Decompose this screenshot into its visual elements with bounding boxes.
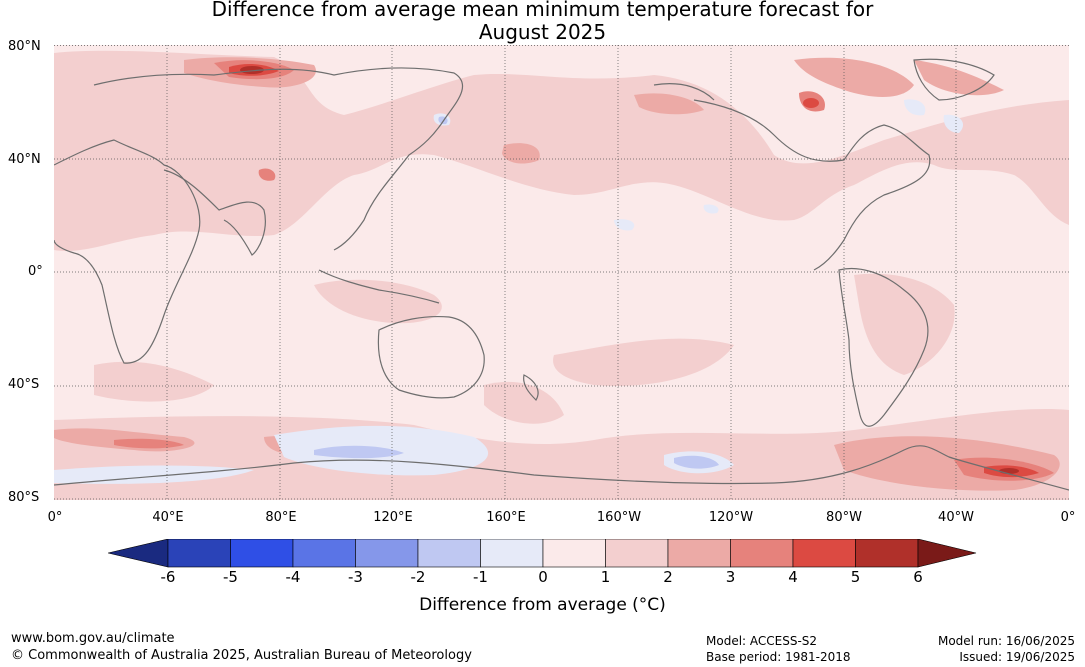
colorbar-tick-label: -3 <box>348 568 363 586</box>
colorbar-cell <box>855 539 919 568</box>
colorbar-tick-label: -4 <box>285 568 301 586</box>
colorbar-cell <box>417 539 481 568</box>
lon-label-120w: 120°W <box>708 510 754 525</box>
colorbar-cell <box>480 539 544 568</box>
map-title-line1: Difference from average mean minimum tem… <box>211 0 874 21</box>
footer-base-period: Base period: 1981-2018 <box>706 650 851 664</box>
footer-model-run: Model run: 16/06/2025 <box>937 634 1075 648</box>
footer-model: Model: ACCESS-S2 <box>706 634 818 648</box>
footer-website: www.bom.gov.au/climate <box>11 631 175 646</box>
anomaly-map <box>54 45 1069 500</box>
lon-label-160w: 160°W <box>596 510 642 525</box>
colorbar-cell <box>667 539 731 568</box>
lon-label-40w: 40°W <box>938 510 974 525</box>
lat-label-40n: 40°N <box>8 152 41 167</box>
colorbar-cell <box>605 539 669 568</box>
lat-label-40s: 40°S <box>8 377 40 392</box>
colorbar-tick-label: -6 <box>160 568 176 586</box>
footer-copyright: © Commonwealth of Australia 2025, Austra… <box>11 648 472 663</box>
lon-label-80w: 80°W <box>826 510 862 525</box>
anomaly-negative-1-2 <box>314 116 719 469</box>
colorbar-title: Difference from average (°C) <box>419 595 666 615</box>
colorbar-cell <box>730 539 794 568</box>
lon-label-0-east: 0° <box>1060 510 1076 525</box>
colorbar-tick-label: 6 <box>913 568 923 586</box>
colorbar-cell <box>230 539 294 568</box>
lat-label-0: 0° <box>28 264 43 279</box>
colorbar-tick-label: 2 <box>663 568 673 586</box>
colorbar-cell <box>167 539 231 568</box>
lon-label-80e: 80°E <box>265 510 297 525</box>
footer-issued: Issued: 19/06/2025 <box>959 650 1075 664</box>
colorbar-cell <box>542 539 606 568</box>
colorbar-tick-label: -2 <box>410 568 426 586</box>
lon-label-40e: 40°E <box>152 510 184 525</box>
anomaly-5-6-cores <box>240 66 1019 474</box>
lon-label-160e: 160°E <box>486 510 526 525</box>
colorbar-tick-label: 3 <box>725 568 736 586</box>
colorbar-tick-label: -1 <box>473 568 488 586</box>
lat-label-80n: 80°N <box>8 39 41 54</box>
lat-label-80s: 80°S <box>8 490 40 505</box>
colorbar-extend-high <box>917 539 977 568</box>
graticule <box>54 45 1069 500</box>
colorbar-tick-label: 0 <box>538 568 548 586</box>
colorbar-tick-label: 5 <box>850 568 861 586</box>
colorbar-cell <box>355 539 419 568</box>
colorbar-tick-label: 1 <box>600 568 611 586</box>
colorbar <box>108 539 977 568</box>
lon-label-0: 0° <box>47 510 63 525</box>
lon-label-120e: 120°E <box>373 510 413 525</box>
colorbar-tick-label: 4 <box>788 568 798 586</box>
map-title-line2: August 2025 <box>478 20 607 44</box>
colorbar-cell <box>792 539 856 568</box>
colorbar-tick-label: -5 <box>223 568 238 586</box>
anomaly-1-2-regions <box>54 50 1069 500</box>
coastlines <box>54 58 1069 491</box>
colorbar-extend-low <box>108 539 169 568</box>
colorbar-cell <box>292 539 356 568</box>
